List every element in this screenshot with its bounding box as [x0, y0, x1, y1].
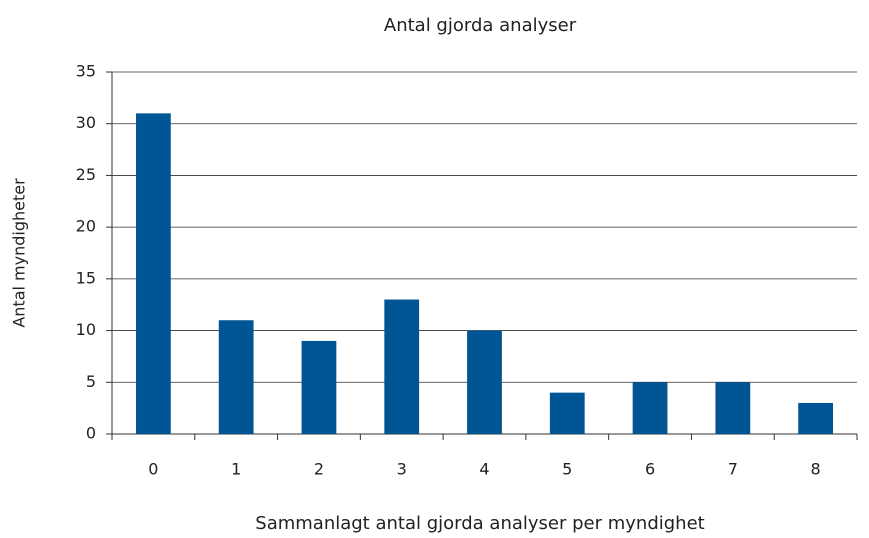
x-tick-label: 3	[397, 460, 407, 479]
y-tick-label: 10	[76, 320, 96, 339]
bar	[301, 340, 337, 434]
bar	[549, 392, 585, 434]
y-axis-label: Antal myndigheter	[10, 178, 29, 328]
y-tick-label: 25	[76, 165, 96, 184]
x-tick-label: 2	[314, 460, 324, 479]
y-tick-label: 5	[86, 372, 96, 391]
x-tick-label: 0	[148, 460, 158, 479]
y-tick-label: 20	[76, 217, 96, 236]
x-axis-label: Sammanlagt antal gjorda analyser per myn…	[255, 513, 704, 534]
x-tick-label: 6	[645, 460, 655, 479]
chart-title: Antal gjorda analyser	[384, 15, 577, 36]
bar	[218, 320, 254, 434]
y-tick-label: 0	[86, 424, 96, 443]
x-tick-label: 1	[231, 460, 241, 479]
y-tick-label: 35	[76, 62, 96, 81]
bar	[467, 330, 502, 434]
bar	[136, 113, 171, 434]
bar	[715, 382, 751, 434]
bar	[798, 402, 833, 434]
y-tick-label: 30	[76, 113, 96, 132]
bar	[384, 299, 420, 434]
y-tick-label: 15	[76, 268, 96, 287]
x-tick-label: 5	[562, 460, 572, 479]
x-tick-label: 7	[728, 460, 738, 479]
bar	[632, 382, 668, 434]
x-tick-label: 4	[479, 460, 489, 479]
x-tick-label: 8	[811, 460, 821, 479]
